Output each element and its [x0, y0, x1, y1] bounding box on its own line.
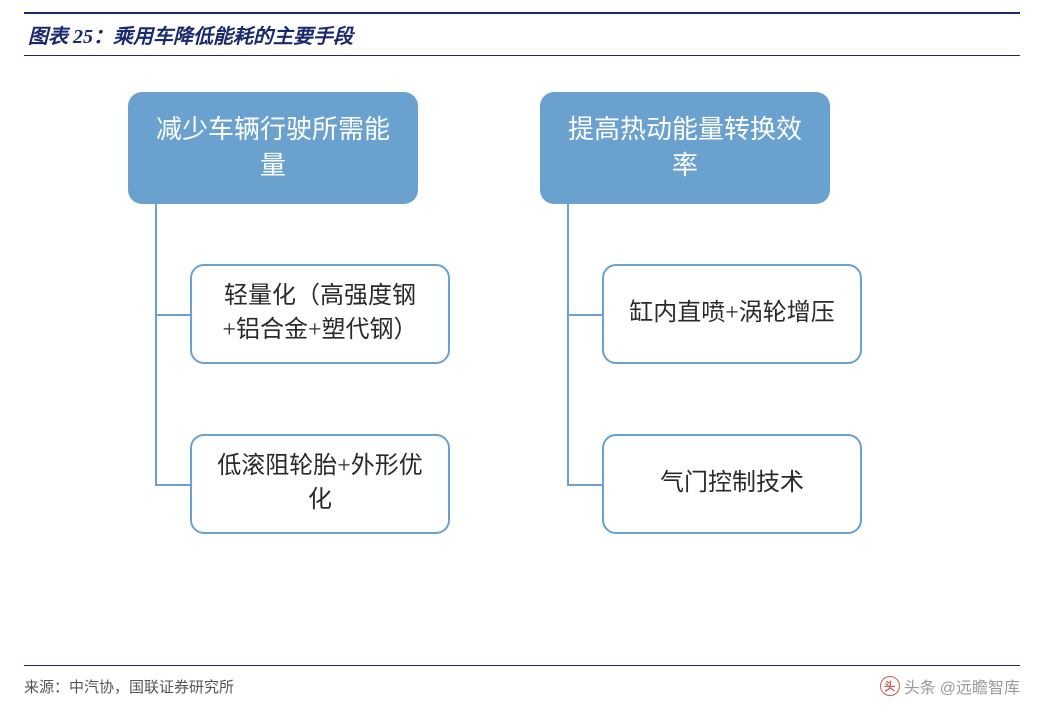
branch-1-conn-vert: [567, 204, 569, 486]
watermark-prefix: 头条: [904, 674, 936, 698]
branch-1-child-1-label: 气门控制技术: [660, 467, 804, 501]
branch-0-parent-label: 减少车辆行驶所需能量: [148, 112, 398, 185]
title-prefix: 图表 25：: [28, 26, 113, 48]
branch-0-parent: 减少车辆行驶所需能量: [128, 92, 418, 204]
branch-0-child-1-label: 低滚阻轮胎+外形优化: [212, 450, 428, 517]
branch-0-child-0-label: 轻量化（高强度钢+铝合金+塑代钢）: [212, 280, 428, 347]
branch-1-conn-h1: [567, 484, 602, 486]
source-label: 来源：中汽协，国联证券研究所: [24, 676, 234, 697]
branch-1-conn-h0: [567, 314, 602, 316]
chart-title: 图表 25：乘用车降低能耗的主要手段: [24, 12, 1020, 56]
diagram: 减少车辆行驶所需能量 轻量化（高强度钢+铝合金+塑代钢） 低滚阻轮胎+外形优化 …: [0, 56, 1044, 646]
title-text: 乘用车降低能耗的主要手段: [113, 26, 353, 48]
branch-1-child-0-label: 缸内直喷+涡轮增压: [629, 297, 835, 331]
branch-0-child-1: 低滚阻轮胎+外形优化: [190, 434, 450, 534]
branch-1-child-1: 气门控制技术: [602, 434, 862, 534]
branch-0-child-0: 轻量化（高强度钢+铝合金+塑代钢）: [190, 264, 450, 364]
footer: 来源：中汽协，国联证券研究所 头 头条 @远瞻智库: [24, 665, 1020, 712]
branch-0-conn-h1: [155, 484, 190, 486]
branch-1-child-0: 缸内直喷+涡轮增压: [602, 264, 862, 364]
watermark-handle: @远瞻智库: [940, 674, 1020, 698]
branch-0-conn-h0: [155, 314, 190, 316]
branch-1-parent: 提高热动能量转换效率: [540, 92, 830, 204]
branch-0-conn-vert: [155, 204, 157, 486]
toutiao-icon: 头: [880, 676, 900, 696]
branch-1-parent-label: 提高热动能量转换效率: [560, 112, 810, 185]
watermark: 头 头条 @远瞻智库: [880, 674, 1020, 698]
